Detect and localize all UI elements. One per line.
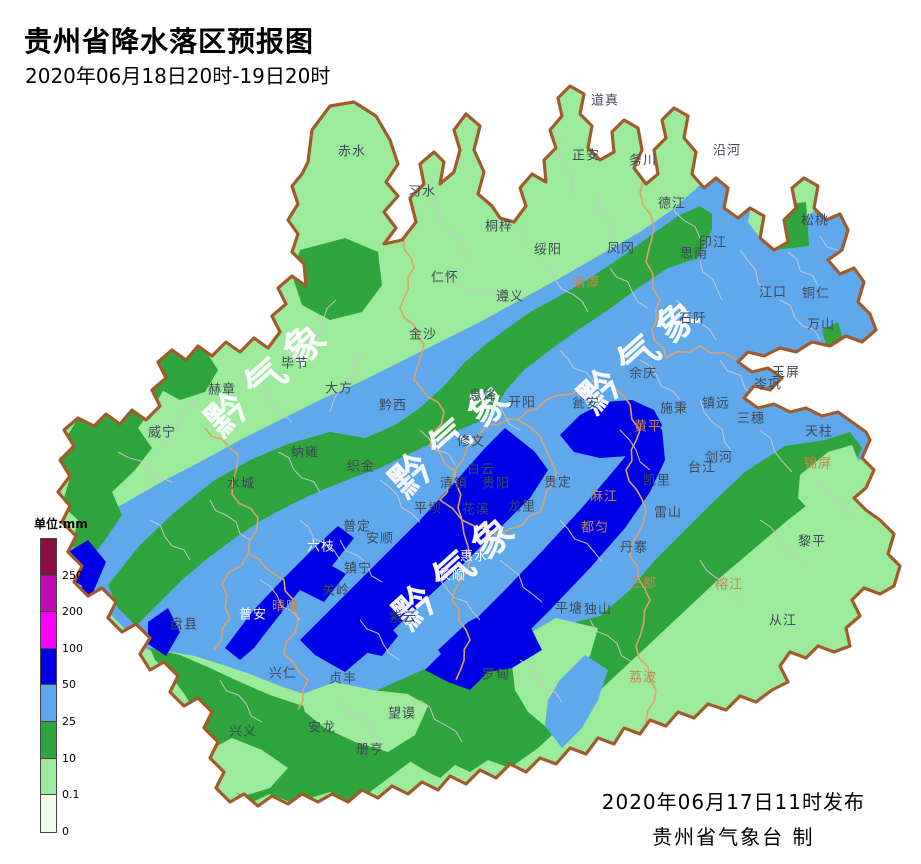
legend: 单位:mm 250 200 100 50 25 10 0.1 0 [34,515,88,838]
forecast-period: 2020年06月18日20时-19日20时 [25,64,331,88]
page-title: 贵州省降水落区预报图 [24,25,315,58]
legend-swatch [41,758,56,796]
legend-swatch [41,721,56,759]
legend-tick: 0 [62,824,69,838]
province-border [56,84,902,808]
legend-colorbar [40,538,57,833]
legend-tick: 50 [62,678,76,692]
legend-swatch [41,575,56,613]
legend-tick: 25 [62,715,76,728]
legend-swatch [41,648,56,686]
legend-swatch [41,612,56,649]
legend-tick: 100 [62,641,83,655]
producer: 贵州省气象台 制 [652,825,815,849]
legend-swatch [41,795,56,832]
issue-time: 2020年06月17日11时发布 [601,790,865,814]
county-borders [117,131,853,743]
issue-info: 2020年06月17日11时发布 贵州省气象台 制 [602,786,865,850]
legend-tick: 0.1 [62,788,80,802]
prefecture-borders [204,149,737,723]
legend-unit-label: 单位:mm [34,517,88,531]
legend-tick: 200 [62,605,83,619]
rain-zones [58,131,892,803]
legend-swatch [41,685,56,722]
legend-tick: 10 [62,751,76,765]
legend-swatch [41,539,56,576]
legend-tick: 250 [62,568,83,582]
